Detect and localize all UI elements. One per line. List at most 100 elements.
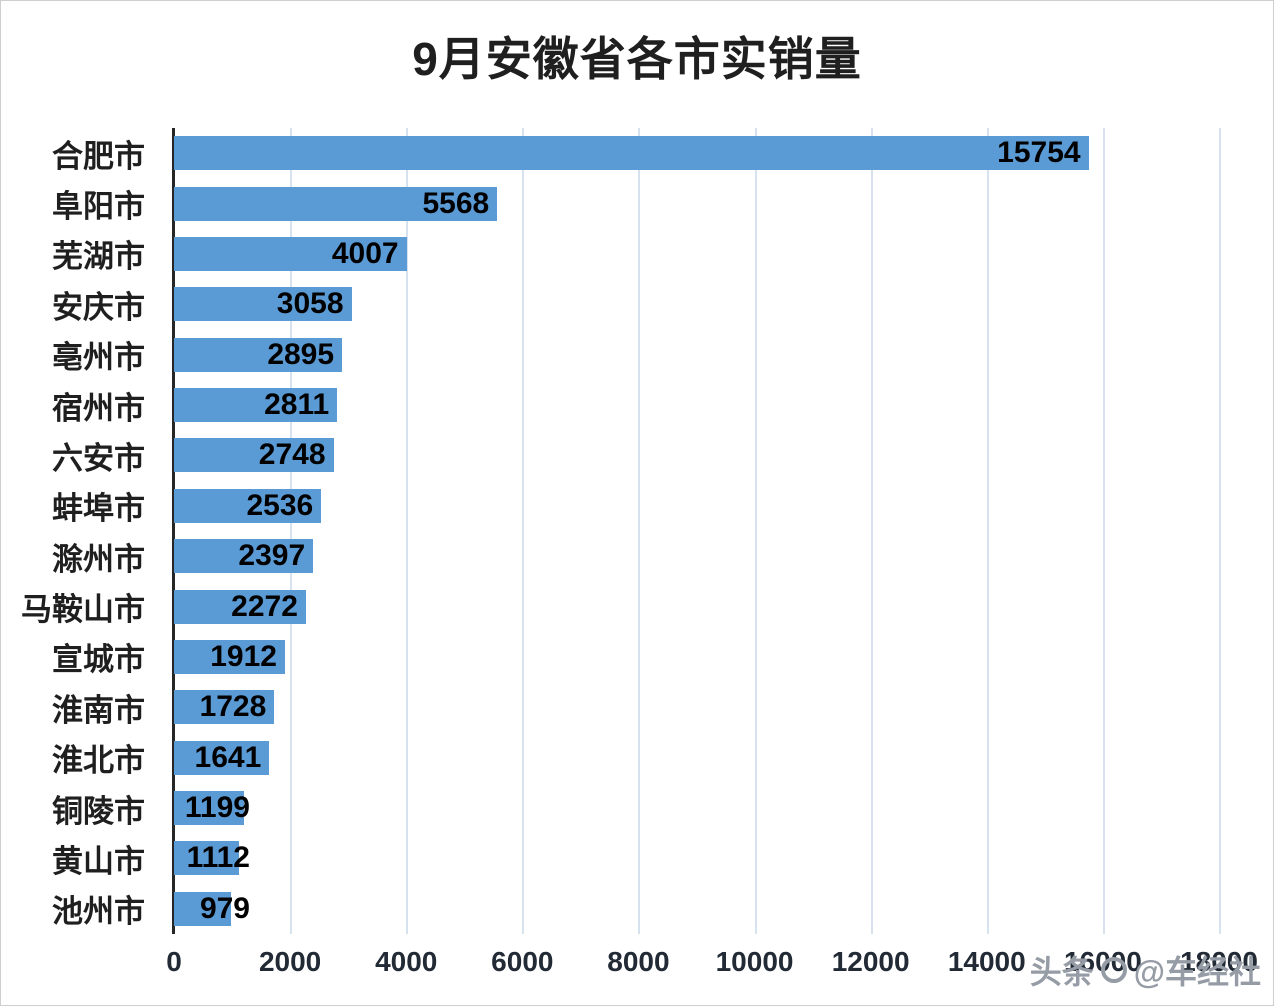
bar-rows: 合肥市 15754 阜阳市 5568 芜湖市 4007 安庆市 3058 亳州市 2895 宿州市 2… xyxy=(1,128,1273,934)
category-label: 安庆市 xyxy=(52,289,145,325)
value-label: 2748 xyxy=(258,438,326,472)
bar-row: 合肥市 15754 xyxy=(1,128,1273,178)
value-label: 1641 xyxy=(194,740,262,774)
value-label: 1199 xyxy=(184,791,250,825)
bar-row: 池州市 979 xyxy=(1,884,1273,934)
bar xyxy=(174,488,322,523)
category-label: 黄山市 xyxy=(52,843,145,879)
bar-row: 宿州市 2811 xyxy=(1,380,1273,430)
category-label: 宣城市 xyxy=(52,642,145,678)
bar-row: 六安市 2748 xyxy=(1,430,1273,480)
bar xyxy=(174,589,306,624)
category-label: 六安市 xyxy=(52,440,145,476)
bar-area: 2536 xyxy=(174,481,1219,531)
category-label: 铜陵市 xyxy=(52,793,145,829)
category-label: 阜阳市 xyxy=(52,189,145,225)
x-tick-label: 8000 xyxy=(607,946,670,977)
bar-area: 5568 xyxy=(174,178,1219,228)
bar-area: 2748 xyxy=(174,430,1219,480)
bar-chart: 合肥市 15754 阜阳市 5568 芜湖市 4007 安庆市 3058 亳州市 2895 宿州市 2… xyxy=(1,128,1273,934)
bar xyxy=(174,841,239,876)
watermark-prefix: 头条 xyxy=(1029,954,1094,990)
gridline xyxy=(638,128,641,934)
bar xyxy=(174,136,1089,171)
watermark-handle: @车经社 xyxy=(1133,954,1261,990)
bar xyxy=(174,186,498,221)
value-label: 979 xyxy=(199,891,250,925)
x-tick-label: 12000 xyxy=(831,946,910,977)
category-label: 淮北市 xyxy=(52,743,145,779)
value-label: 2272 xyxy=(231,589,298,623)
value-label: 1912 xyxy=(210,639,277,673)
bar-area: 2272 xyxy=(174,581,1219,631)
gridline xyxy=(522,128,525,934)
category-label: 滁州市 xyxy=(52,541,145,577)
bar xyxy=(174,791,244,826)
bar-row: 安庆市 3058 xyxy=(1,279,1273,329)
x-tick-label: 18000 xyxy=(1180,946,1258,977)
gridline xyxy=(1102,128,1105,934)
bar xyxy=(174,891,231,926)
category-label: 芜湖市 xyxy=(52,239,145,275)
bar-row: 亳州市 2895 xyxy=(1,330,1273,380)
bar-row: 淮南市 1728 xyxy=(1,682,1273,732)
category-label: 合肥市 xyxy=(52,138,145,174)
x-tick-label: 2000 xyxy=(258,946,322,977)
gridlines xyxy=(174,128,1221,934)
bar-area: 1641 xyxy=(174,733,1219,783)
bar xyxy=(174,740,270,775)
bar xyxy=(174,438,334,473)
value-label: 4007 xyxy=(331,236,399,270)
gridline xyxy=(290,128,293,934)
value-label: 1112 xyxy=(186,841,250,875)
bar xyxy=(174,287,352,322)
bar-row: 滁州市 2397 xyxy=(1,531,1273,581)
y-axis-line xyxy=(172,128,175,934)
value-label: 5568 xyxy=(422,186,490,220)
bar xyxy=(174,690,275,725)
value-label: 2895 xyxy=(267,337,335,371)
bar-row: 淮北市 1641 xyxy=(1,733,1273,783)
bar-area: 2397 xyxy=(174,531,1219,581)
category-label: 池州市 xyxy=(52,894,145,930)
bar xyxy=(174,539,314,574)
value-label: 15754 xyxy=(997,136,1081,170)
gridline xyxy=(406,128,409,934)
bar-row: 马鞍山市 2272 xyxy=(1,581,1273,631)
bar-area: 979 xyxy=(174,884,1219,934)
bar-area: 1199 xyxy=(174,783,1219,833)
bar-row: 黄山市 1112 xyxy=(1,833,1273,883)
gridline xyxy=(754,128,757,934)
bar-area: 3058 xyxy=(174,279,1219,329)
category-label: 淮南市 xyxy=(52,692,145,728)
value-label: 3058 xyxy=(276,287,344,321)
value-label: 2397 xyxy=(238,539,306,573)
bar xyxy=(174,337,343,372)
value-label: 2811 xyxy=(264,388,330,422)
value-label: 2536 xyxy=(246,488,314,522)
bar-area: 1912 xyxy=(174,632,1219,682)
gridline xyxy=(870,128,873,934)
value-label: 1728 xyxy=(199,690,267,724)
gridline xyxy=(1219,128,1221,934)
watermark: 头条 @车经社 xyxy=(1030,947,1261,993)
bar xyxy=(174,236,407,271)
bar-row: 阜阳市 5568 xyxy=(1,178,1273,228)
x-tick-label: 4000 xyxy=(375,946,438,977)
category-label: 蚌埠市 xyxy=(52,491,145,527)
category-label: 马鞍山市 xyxy=(21,592,145,628)
bar xyxy=(174,639,285,674)
bar-area: 4007 xyxy=(174,229,1219,279)
bar-area: 1112 xyxy=(174,833,1219,883)
bar-row: 铜陵市 1199 xyxy=(1,783,1273,833)
x-tick-label: 6000 xyxy=(491,946,554,977)
bar-area: 2895 xyxy=(174,330,1219,380)
chart-title: 9月安徽省各市实销量 xyxy=(412,33,862,85)
gridline xyxy=(986,128,989,934)
bar-area: 2811 xyxy=(174,380,1219,430)
toutiao-logo-icon xyxy=(1100,957,1127,983)
bar-row: 宣城市 1912 xyxy=(1,632,1273,682)
bar-row: 蚌埠市 2536 xyxy=(1,481,1273,531)
bar xyxy=(174,388,338,423)
